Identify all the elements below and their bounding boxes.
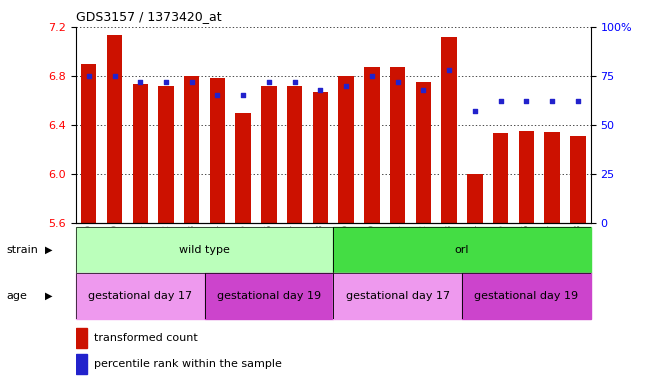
Bar [76, 227, 333, 273]
Bar [519, 131, 534, 223]
Bar [76, 354, 87, 374]
Bar [339, 76, 354, 223]
Bar [442, 37, 457, 223]
Bar [364, 67, 380, 223]
Text: strain: strain [7, 245, 38, 255]
Text: age: age [7, 291, 28, 301]
Point [547, 98, 558, 104]
Bar [416, 82, 431, 223]
Bar [205, 273, 333, 319]
Text: wild type: wild type [179, 245, 230, 255]
Bar [76, 227, 333, 273]
Point [315, 86, 326, 93]
Point [496, 98, 506, 104]
Bar [76, 273, 205, 319]
Point [341, 83, 352, 89]
Text: gestational day 17: gestational day 17 [346, 291, 449, 301]
Bar [333, 273, 462, 319]
Bar [107, 35, 122, 223]
Point [264, 79, 275, 85]
Bar [313, 92, 328, 223]
Point [290, 79, 300, 85]
Text: gestational day 19: gestational day 19 [217, 291, 321, 301]
Bar [333, 227, 591, 273]
Text: ▶: ▶ [46, 245, 53, 255]
Bar [236, 113, 251, 223]
Bar [76, 273, 205, 319]
Point [213, 92, 223, 98]
Bar [333, 273, 462, 319]
Bar [333, 227, 591, 273]
Bar [287, 86, 302, 223]
Point [521, 98, 532, 104]
Text: ▶: ▶ [46, 291, 53, 301]
Bar [570, 136, 585, 223]
Text: percentile rank within the sample: percentile rank within the sample [94, 359, 282, 369]
Point [83, 73, 94, 79]
Point [367, 73, 378, 79]
Bar [133, 84, 148, 223]
Bar [544, 132, 560, 223]
Text: GDS3157 / 1373420_at: GDS3157 / 1373420_at [76, 10, 222, 23]
Bar [205, 273, 333, 319]
Bar [390, 67, 405, 223]
Point [470, 108, 480, 114]
Bar [158, 86, 174, 223]
Point [187, 79, 197, 85]
Point [161, 79, 172, 85]
Text: transformed count: transformed count [94, 333, 197, 343]
Bar [493, 133, 508, 223]
Text: orl: orl [455, 245, 469, 255]
Text: gestational day 19: gestational day 19 [475, 291, 578, 301]
Bar [210, 78, 225, 223]
Point [238, 92, 249, 98]
Text: gestational day 17: gestational day 17 [88, 291, 192, 301]
Bar [467, 174, 482, 223]
Point [418, 86, 429, 93]
Point [573, 98, 583, 104]
Bar [184, 76, 199, 223]
Point [135, 79, 146, 85]
Point [393, 79, 403, 85]
Bar [462, 273, 591, 319]
Bar [462, 273, 591, 319]
Point [444, 67, 455, 73]
Bar [81, 64, 96, 223]
Bar [261, 86, 277, 223]
Point [110, 73, 120, 79]
Bar [76, 328, 87, 348]
